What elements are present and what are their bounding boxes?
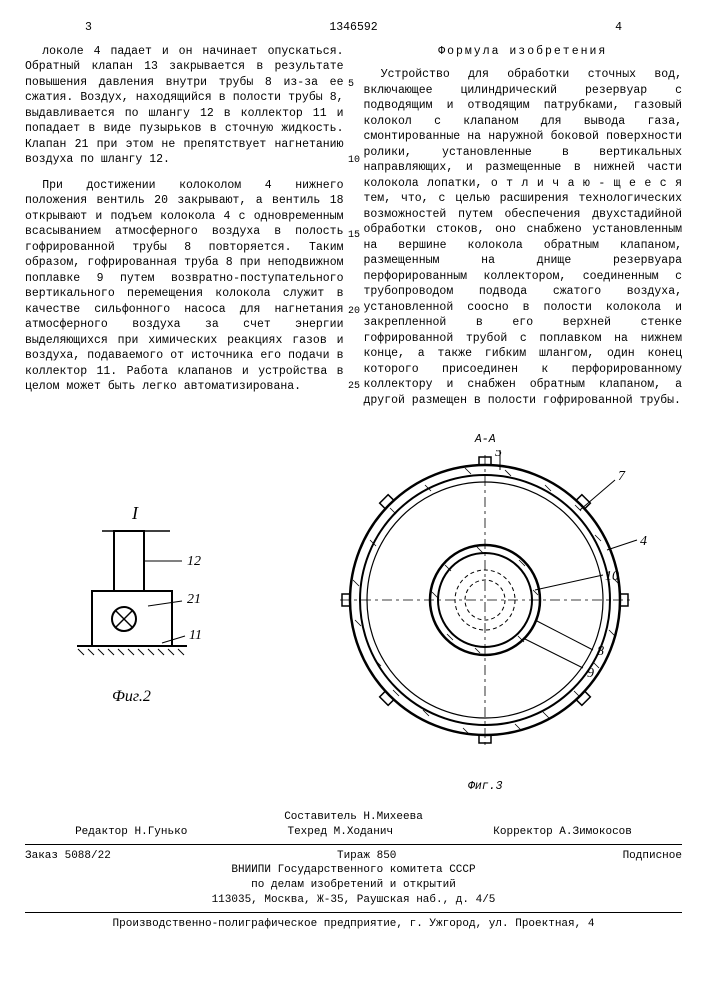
right-para-1: Устройство для обработки сточных вод, вк… xyxy=(364,67,683,408)
fig3-section-label: А-А xyxy=(315,432,655,448)
fig2-label-I: I xyxy=(131,503,139,523)
line-mark-20: 20 xyxy=(348,305,360,319)
left-column: локоле 4 падает и он начинает опускаться… xyxy=(25,44,344,413)
footer-credits: Редактор Н.Гунько Техред М.Ходанич Корре… xyxy=(25,825,682,840)
footer-circulation: Тираж 850 xyxy=(337,849,396,864)
footer-editor: Редактор Н.Гунько xyxy=(75,825,187,840)
fig2-callout-21: 21 xyxy=(187,592,201,607)
line-numbers: 5 10 15 20 25 xyxy=(348,45,360,394)
figure-2: I xyxy=(52,501,232,727)
figure-3-svg: 5 7 4 10 8 9 xyxy=(315,450,655,770)
footer-corrector: Корректор А.Зимокосов xyxy=(493,825,632,840)
fig3-callout-8: 8 xyxy=(597,644,604,659)
fig3-callout-7: 7 xyxy=(618,469,626,484)
patent-number: 1346592 xyxy=(92,20,615,36)
fig3-callout-5: 5 xyxy=(495,450,502,460)
footer-info: Заказ 5088/22 Тираж 850 Подписное xyxy=(25,849,682,864)
footer-tech-editor: Техред М.Ходанич xyxy=(287,825,393,840)
fig2-callout-11: 11 xyxy=(189,628,202,643)
fig3-callout-9: 9 xyxy=(587,666,594,681)
footer: Составитель Н.Михеева Редактор Н.Гунько … xyxy=(25,810,682,932)
footer-subscription: Подписное xyxy=(623,849,682,864)
footer-production: Производственно-полиграфическое предприя… xyxy=(25,917,682,932)
fig3-caption: Фиг.3 xyxy=(315,779,655,795)
page-header: 3 1346592 4 xyxy=(25,20,682,36)
line-mark-25: 25 xyxy=(348,380,360,394)
page-number-left: 3 xyxy=(85,20,92,36)
left-para-1: локоле 4 падает и он начинает опускаться… xyxy=(25,44,344,168)
line-mark-5: 5 xyxy=(348,78,360,92)
line-mark-10: 10 xyxy=(348,154,360,168)
footer-compiler: Составитель Н.Михеева xyxy=(25,810,682,825)
right-column: Формула изобретения Устройство для обраб… xyxy=(364,44,683,413)
fig3-callout-4: 4 xyxy=(640,534,647,549)
line-mark-15: 15 xyxy=(348,229,360,243)
fig3-callout-10: 10 xyxy=(605,569,619,584)
footer-org2: по делам изобретений и открытий xyxy=(25,878,682,893)
figure-3: А-А xyxy=(315,432,655,795)
fig2-callout-12: 12 xyxy=(187,554,201,569)
left-para-2: При достижении колоколом 4 нижнего полож… xyxy=(25,178,344,395)
footer-org1: ВНИИПИ Государственного комитета СССР xyxy=(25,863,682,878)
footer-order: Заказ 5088/22 xyxy=(25,849,111,864)
figures-row: I xyxy=(25,432,682,795)
page-number-right: 4 xyxy=(615,20,622,36)
fig2-caption: Фиг.2 xyxy=(112,688,151,705)
formula-title: Формула изобретения xyxy=(364,44,683,60)
footer-address: 113035, Москва, Ж-35, Раушская наб., д. … xyxy=(25,893,682,908)
figure-2-svg: I xyxy=(52,501,232,721)
